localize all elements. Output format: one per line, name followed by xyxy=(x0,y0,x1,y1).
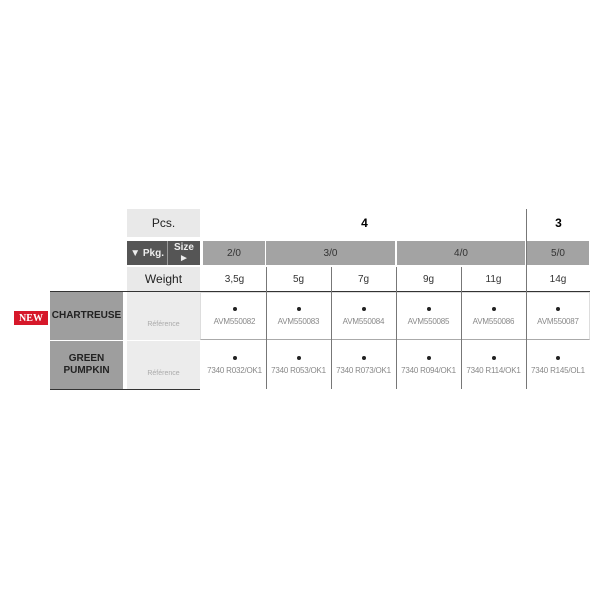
reference-cell: 7340 R145/OL1 xyxy=(526,341,590,389)
weight-cell: 9g xyxy=(422,273,435,285)
reference-code: AVM550084 xyxy=(342,316,385,326)
color-name-green-pumpkin: GREEN PUMPKIN xyxy=(50,341,123,389)
size-cell: 3/0 xyxy=(266,241,395,265)
weight-cell: 7g xyxy=(357,273,370,285)
weight-label: Weight xyxy=(127,267,200,291)
reference-cell: AVM550083 xyxy=(266,292,331,340)
availability-dot xyxy=(556,355,560,360)
size-label: Size ► xyxy=(167,241,200,265)
reference-code: 7340 R073/OK1 xyxy=(336,365,391,375)
reference-cell: AVM550087 xyxy=(526,292,590,340)
weight-cell: 11g xyxy=(485,273,502,285)
weight-cell: 5g xyxy=(292,273,305,285)
reference-cell: 7340 R094/OK1 xyxy=(396,341,461,389)
size-cell: 4/0 xyxy=(397,241,525,265)
availability-dot xyxy=(426,306,431,311)
pcs-value: 4 xyxy=(361,216,368,230)
reference-label: Référence xyxy=(127,341,200,389)
availability-dot xyxy=(361,355,366,360)
reference-code: 7340 R053/OK1 xyxy=(271,365,326,375)
size-cell: 5/0 xyxy=(527,241,589,265)
reference-cell: 7340 R114/OK1 xyxy=(461,341,526,389)
reference-cell: AVM550085 xyxy=(396,292,461,340)
reference-code: AVM550087 xyxy=(537,316,579,326)
weight-cell: 3,5g xyxy=(224,273,245,285)
reference-code: 7340 R114/OK1 xyxy=(466,365,521,375)
reference-cell: 7340 R053/OK1 xyxy=(266,341,331,389)
reference-cell: 7340 R032/OK1 xyxy=(203,341,266,389)
weight-cell: 14g xyxy=(549,273,567,285)
pkg-label: ▼ Pkg. xyxy=(127,241,167,265)
reference-code: AVM550085 xyxy=(407,316,450,326)
reference-label: Référence xyxy=(127,292,200,340)
availability-dot xyxy=(491,355,496,360)
reference-cell: 7340 R073/OK1 xyxy=(331,341,396,389)
availability-dot xyxy=(232,355,237,360)
availability-dot xyxy=(296,355,301,360)
reference-code: AVM550086 xyxy=(472,316,515,326)
size-cell: 2/0 xyxy=(203,241,265,265)
pcs-label: Pcs. xyxy=(127,209,200,237)
availability-dot xyxy=(232,306,237,311)
reference-cell: AVM550082 xyxy=(203,292,266,340)
reference-code: 7340 R032/OK1 xyxy=(207,365,262,375)
reference-code: 7340 R094/OK1 xyxy=(401,365,456,375)
reference-code: 7340 R145/OL1 xyxy=(531,365,585,375)
new-badge: NEW xyxy=(14,311,48,325)
availability-dot xyxy=(296,306,301,311)
availability-dot xyxy=(556,306,560,311)
reference-cell: AVM550084 xyxy=(331,292,396,340)
availability-dot xyxy=(361,306,366,311)
reference-code: AVM550083 xyxy=(277,316,320,326)
pcs-value: 3 xyxy=(555,216,562,230)
reference-cell: AVM550086 xyxy=(461,292,526,340)
availability-dot xyxy=(426,355,431,360)
reference-code: AVM550082 xyxy=(213,316,256,326)
availability-dot xyxy=(491,306,496,311)
color-name-chartreuse: CHARTREUSE xyxy=(50,292,123,340)
